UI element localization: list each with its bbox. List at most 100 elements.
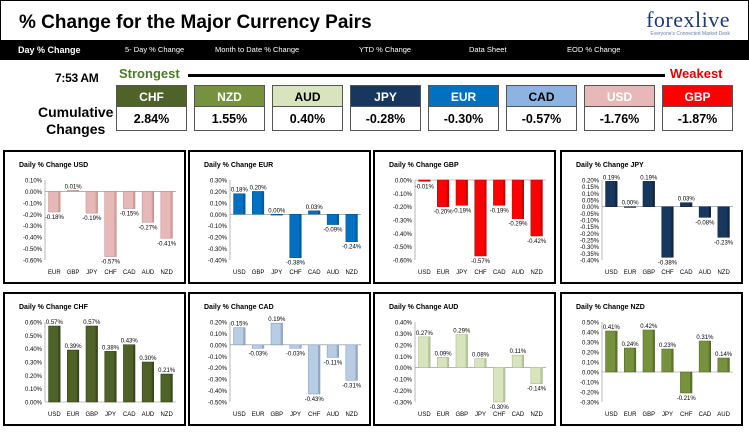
- bar-aud: [141, 361, 154, 403]
- pair-chf: CHF 2.84%: [116, 85, 187, 133]
- data-label: -0.21%: [677, 396, 697, 402]
- tab-day-change[interactable]: Day % Change: [18, 45, 81, 55]
- x-tick-label: CHF: [104, 270, 117, 276]
- y-tick-label: 0.20%: [25, 374, 43, 380]
- bar-usd: [418, 336, 431, 368]
- data-label: 0.08%: [472, 353, 490, 359]
- forexlive-logo[interactable]: forexlive Everyone's Connected Market De…: [646, 7, 730, 37]
- y-tick-label: -0.40%: [23, 236, 43, 242]
- chart-panel-3: Daily % Change GBP 0.00% -0.10% -0.20% -0.30…: [373, 150, 556, 284]
- y-tick-label: 0.00%: [582, 371, 600, 377]
- bar-shade: [615, 331, 618, 372]
- logo-text: forexlive: [646, 7, 730, 32]
- data-label: -0.43%: [305, 397, 325, 403]
- bar-jpy: [85, 191, 98, 214]
- pair-value: 0.40%: [272, 107, 343, 131]
- data-label: -0.18%: [45, 215, 65, 221]
- x-tick-label: EUR: [67, 412, 80, 418]
- bar-gbp: [642, 329, 655, 373]
- x-tick-label: CHF: [661, 270, 674, 276]
- x-tick-label: CHF: [308, 412, 321, 418]
- tab-data-sheet[interactable]: Data Sheet: [469, 45, 507, 54]
- chart-2: Daily % Change EUR 0.30% 0.20% 0.10% 0.00% -0…: [204, 162, 362, 276]
- chart-8: Daily % Change NZD 0.50% 0.40% 0.30% 0.20% 0.…: [576, 304, 733, 418]
- x-tick-label: AUD: [142, 412, 155, 418]
- bar-chf: [289, 214, 302, 258]
- bar-aud: [326, 344, 339, 358]
- cumulative-changes-label: Cumulative Changes: [38, 104, 113, 138]
- data-label: 0.31%: [696, 335, 714, 341]
- bar-shade: [652, 181, 655, 207]
- tab-eod-change[interactable]: EOD % Change: [567, 45, 621, 54]
- data-label: -0.01%: [415, 184, 435, 190]
- data-label: -0.08%: [695, 220, 715, 226]
- y-tick-label: 0.20%: [582, 179, 600, 185]
- chart-7: Daily % Change AUD 0.40% 0.30% 0.20% 0.10% 0.…: [389, 304, 547, 418]
- data-label: -0.41%: [157, 241, 177, 247]
- data-label: -0.15%: [120, 212, 140, 218]
- bar-face: [437, 179, 450, 207]
- bar-shade: [708, 341, 711, 372]
- bar-shade: [633, 348, 636, 372]
- data-label: -0.11%: [324, 360, 343, 366]
- y-tick-label: 0.50%: [582, 321, 600, 327]
- y-tick-label: 0.40%: [582, 331, 600, 337]
- tab-ytd-change[interactable]: YTD % Change: [359, 45, 412, 54]
- bar-shade: [671, 206, 674, 258]
- bar-shade: [133, 191, 136, 209]
- bar-jpy: [474, 358, 487, 368]
- bar-shade: [299, 214, 302, 258]
- bar-shade: [133, 344, 136, 402]
- y-tick-label: -0.40%: [208, 389, 228, 395]
- bar-shade: [151, 191, 154, 223]
- x-tick-label: NZD: [717, 270, 730, 276]
- bar-shade: [465, 334, 468, 368]
- data-label: 0.15%: [231, 322, 249, 328]
- y-tick-label: -0.60%: [393, 259, 413, 265]
- bar-shade: [170, 374, 173, 402]
- y-tick-label: 0.10%: [210, 332, 228, 338]
- x-tick-label: CHF: [474, 270, 487, 276]
- tab-5-day-change[interactable]: 5- Day % Change: [125, 45, 185, 54]
- x-tick-label: CAD: [123, 270, 136, 276]
- data-label: -0.19%: [490, 208, 510, 214]
- x-tick-label: NZD: [160, 412, 173, 418]
- bar-shade: [521, 355, 524, 368]
- x-tick-label: CAD: [493, 270, 506, 276]
- bar-shade: [428, 180, 431, 182]
- y-tick-label: 0.00%: [582, 205, 600, 211]
- bar-shade: [690, 372, 693, 393]
- data-label: 0.19%: [640, 175, 658, 181]
- bar-gbp: [252, 191, 265, 215]
- bar-chf: [493, 367, 506, 403]
- x-tick-label: AUD: [327, 412, 340, 418]
- x-tick-label: JPY: [290, 412, 301, 418]
- y-tick-label: -0.35%: [580, 252, 600, 258]
- pair-value: -0.57%: [506, 107, 577, 131]
- y-tick-label: -0.20%: [23, 213, 43, 219]
- x-tick-label: AUD: [512, 270, 525, 276]
- bar-shade: [280, 323, 283, 345]
- bar-shade: [633, 206, 636, 208]
- data-label: 0.24%: [622, 342, 640, 348]
- x-tick-label: CAD: [699, 412, 712, 418]
- tab-month-to-date[interactable]: Month to Date % Change: [215, 45, 300, 54]
- bar-chf: [474, 179, 487, 257]
- bar-shade: [243, 327, 246, 345]
- data-label: -0.23%: [714, 240, 734, 246]
- chart-title: Daily % Change CHF: [19, 304, 89, 311]
- bar-face: [437, 357, 450, 368]
- data-label: 0.03%: [678, 197, 696, 203]
- bar-shade: [58, 326, 61, 402]
- y-tick-label: -0.30%: [580, 245, 600, 251]
- bar-jpy: [661, 348, 674, 373]
- bar-shade: [76, 350, 79, 402]
- x-tick-label: NZD: [345, 412, 358, 418]
- x-tick-label: JPY: [475, 412, 486, 418]
- data-label: 0.41%: [603, 325, 621, 331]
- weakest-label: Weakest: [670, 66, 723, 81]
- chart-title: Daily % Change JPY: [576, 162, 644, 169]
- y-tick-label: -0.10%: [23, 201, 43, 207]
- pair-aud: AUD 0.40%: [272, 85, 343, 133]
- bar-cad: [493, 179, 506, 206]
